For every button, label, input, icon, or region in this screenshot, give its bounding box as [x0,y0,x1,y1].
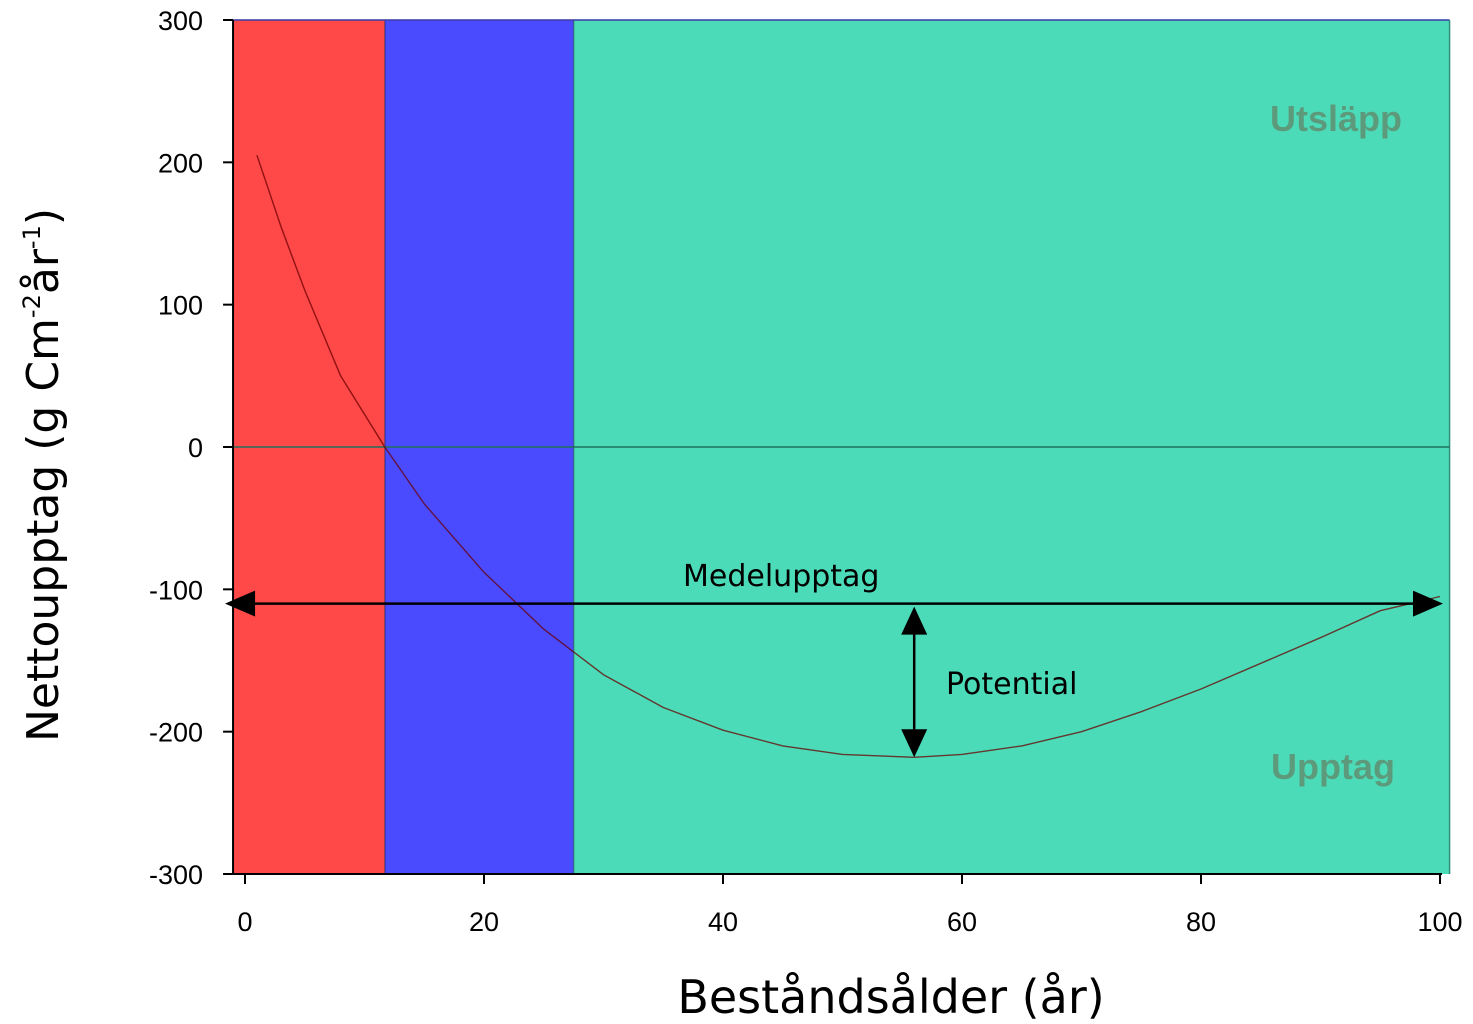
x-tick-label: 20 [469,907,499,937]
axes: 300 200 100 0 -100 -200 -300 0 20 40 60 80 100 [149,6,1463,937]
y-tick-label: 300 [158,6,203,36]
annotations: Utsläpp Upptag Medelupptag Potential [225,98,1443,787]
y-tick-label: 0 [188,433,203,463]
x-tick-label: 40 [708,907,738,937]
y-tick-label: 200 [158,148,203,178]
y-tick-label: 100 [158,291,203,321]
y-axis-title-base: Nettoupptag (g Cm [18,318,69,742]
x-tick-label: 80 [1186,907,1216,937]
potential-arrowhead-top [901,606,928,635]
series-group [256,154,1441,758]
y-tick-label: -100 [149,575,203,605]
y-tick-label: -300 [149,860,203,890]
x-axis-title: Beståndsålder (år) [677,970,1104,1024]
emission-label: Utsläpp [1270,98,1402,139]
y-axis-title-sup1: -2 [18,294,46,318]
series-line-0 [256,154,1441,758]
x-tick-label: 0 [237,907,252,937]
y-axis-title-mid: år [18,248,69,294]
mean-uptake-arrowhead-right [1413,590,1443,617]
mean-uptake-label: Medelupptag [683,559,879,594]
y-axis-title: Nettoupptag (g Cm-2år-1) [18,208,69,742]
y-tick-label: -200 [149,718,203,748]
x-tick-label: 100 [1417,907,1462,937]
x-tick-label: 60 [947,907,977,937]
uptake-label: Upptag [1271,746,1395,787]
y-axis-title-sup2: -1 [18,225,46,249]
y-axis-title-end: ) [18,208,69,225]
mean-uptake-arrowhead-left [225,590,256,617]
potential-label: Potential [946,667,1077,702]
potential-arrowhead-bottom [901,729,928,758]
